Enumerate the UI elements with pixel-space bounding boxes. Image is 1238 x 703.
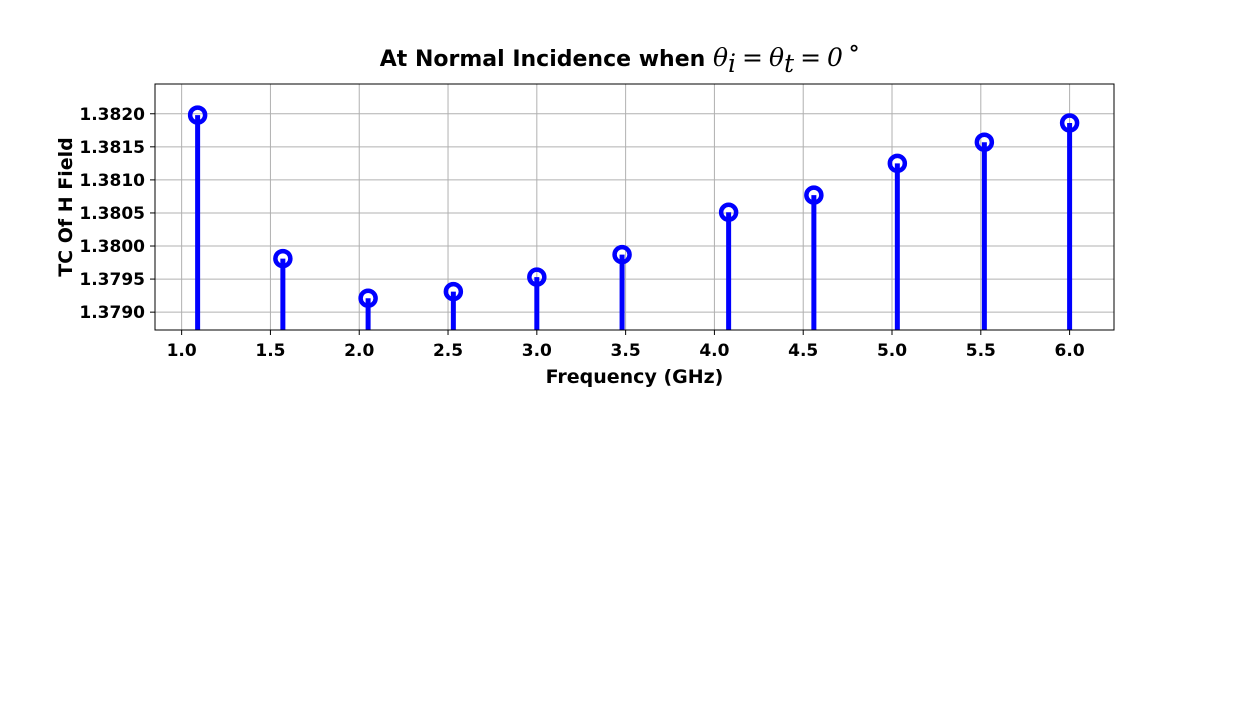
stem-marker (804, 185, 824, 205)
y-tick-label: 1.3795 (79, 270, 145, 290)
y-tick-label: 1.3815 (79, 138, 145, 158)
title-theta-t: θ (769, 43, 784, 72)
x-tick-label: 3.5 (611, 341, 641, 361)
y-tick-label: 1.3810 (79, 171, 145, 191)
stem-marker (443, 281, 464, 302)
y-tick-label: 1.3790 (79, 303, 145, 323)
stem-marker (718, 202, 739, 223)
title-degree: ∘ (848, 33, 860, 62)
x-tick-label: 2.5 (433, 341, 463, 361)
x-tick-label: 4.5 (788, 341, 818, 361)
y-tick-label: 1.3805 (79, 204, 145, 224)
x-tick-label: 4.0 (699, 341, 729, 361)
stem-marker (273, 248, 293, 269)
stem-marker (887, 153, 908, 174)
grid (155, 84, 1114, 330)
x-tick-label: 5.5 (966, 341, 996, 361)
chart-title-text: At Normal Incidence when (380, 47, 713, 72)
x-tick-label: 2.0 (344, 341, 374, 361)
x-tick-label: 5.0 (877, 341, 907, 361)
title-theta-i: θ (713, 43, 728, 72)
stem-marker (187, 105, 208, 125)
x-tick-label: 1.0 (167, 341, 197, 361)
y-tick-label: 1.3820 (79, 105, 145, 125)
title-zero: 0 (827, 43, 843, 72)
stem-marker (1059, 113, 1080, 133)
x-tick-label: 3.0 (522, 341, 552, 361)
y-axis-label: TC Of H Field (55, 137, 77, 277)
y-tick-label: 1.3800 (79, 237, 145, 257)
x-tick-label: 6.0 (1055, 341, 1085, 361)
plot-frame (154, 83, 1115, 331)
x-axis-label: Frequency (GHz) (546, 366, 724, 388)
stem-marker (527, 267, 547, 287)
x-tick-label: 1.5 (255, 341, 285, 361)
title-subscript-i: i (728, 49, 736, 78)
svg-text:At Normal Incidence when θi=θt: At Normal Incidence when θi = θt = 0 ∘ (380, 33, 860, 78)
chart-title: At Normal Incidence when θi = θt = 0 ∘ (380, 33, 860, 78)
x-axis-ticks: 1.0 1.5 2.0 2.5 3.0 3.5 4.0 4.5 5.0 5.5 6.0 (167, 330, 1085, 361)
title-equals-1: = (742, 43, 763, 72)
data-stems (187, 105, 1080, 330)
stem-marker (974, 132, 995, 152)
title-subscript-t: t (784, 49, 795, 78)
stem-marker (358, 288, 378, 309)
y-axis-ticks: 1.3790 1.3795 1.3800 1.3805 1.3810 1.3815 1.38… (79, 105, 155, 323)
stem-marker (612, 244, 632, 265)
title-equals-2: = (800, 43, 821, 72)
